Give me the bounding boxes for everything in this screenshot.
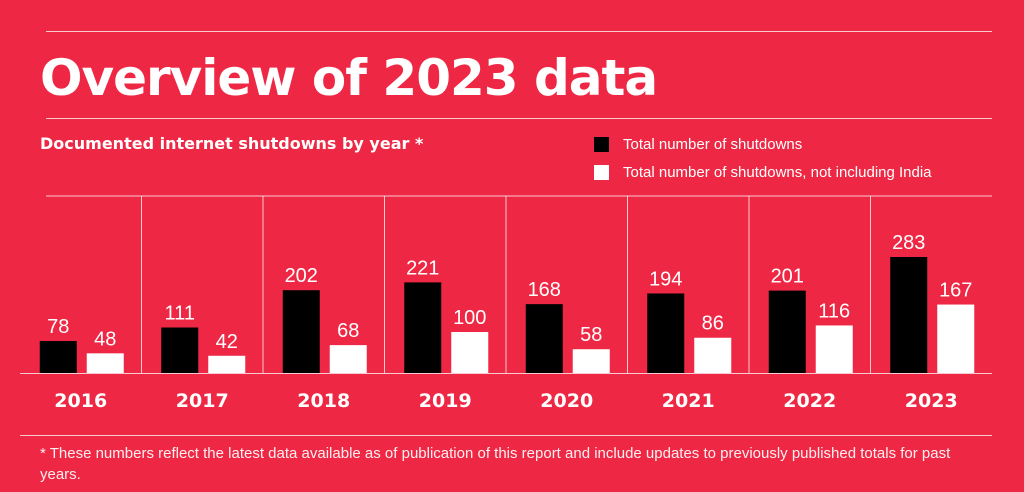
- bar-total: [525, 304, 563, 373]
- data-label: 68: [337, 320, 359, 342]
- chart-subtitle: Documented internet shutdowns by year *: [40, 134, 424, 153]
- data-label: 168: [528, 279, 561, 301]
- bar-excluding-india: [208, 355, 246, 373]
- bar-excluding-india: [694, 337, 732, 373]
- bar-excluding-india: [572, 349, 610, 373]
- data-label: 100: [453, 307, 486, 329]
- legend-label-excluding-india: Total number of shutdowns, not including…: [623, 164, 932, 181]
- data-label: 221: [406, 257, 439, 279]
- bar-excluding-india: [815, 325, 853, 373]
- x-tick-label: 2018: [297, 390, 350, 412]
- legend-label-total: Total number of shutdowns: [623, 136, 803, 153]
- data-label: 283: [892, 232, 925, 254]
- legend-swatch-white: [594, 165, 609, 180]
- top-rule: [46, 31, 992, 32]
- data-label: 58: [580, 324, 602, 346]
- footnote: * These numbers reflect the latest data …: [40, 445, 951, 483]
- x-tick-label: 2016: [54, 390, 107, 412]
- bar-total: [647, 293, 685, 373]
- bar-total: [161, 327, 199, 373]
- bar-excluding-india: [86, 353, 124, 373]
- bar-total: [404, 282, 442, 373]
- x-tick-label: 2017: [176, 390, 229, 412]
- bar-excluding-india: [451, 332, 489, 373]
- legend-item-excluding-india: Total number of shutdowns, not including…: [594, 164, 932, 181]
- title-rule: [46, 118, 992, 119]
- data-label: 201: [771, 266, 804, 288]
- bar-total: [890, 257, 928, 373]
- bar-total: [39, 341, 77, 373]
- bottom-rule: [20, 435, 992, 436]
- x-tick-label: 2023: [905, 390, 958, 412]
- data-label: 111: [165, 303, 195, 325]
- bar-excluding-india: [329, 345, 367, 373]
- page-title: Overview of 2023 data: [40, 49, 658, 107]
- data-label: 42: [216, 331, 238, 353]
- data-label: 202: [285, 265, 318, 287]
- legend-swatch-black: [594, 137, 609, 152]
- bar-total: [768, 290, 806, 373]
- data-label: 86: [702, 313, 724, 335]
- bar-excluding-india: [937, 304, 975, 373]
- x-tick-label: 2022: [783, 390, 836, 412]
- x-tick-label: 2021: [662, 390, 715, 412]
- data-label: 78: [47, 316, 69, 338]
- data-label: 48: [94, 328, 116, 350]
- x-tick-label: 2019: [419, 390, 472, 412]
- data-label: 194: [649, 268, 682, 290]
- x-tick-label: 2020: [540, 390, 593, 412]
- data-label: 167: [939, 280, 972, 302]
- data-label: 116: [818, 300, 850, 322]
- bar-total: [282, 290, 320, 373]
- legend-item-total: Total number of shutdowns: [594, 136, 802, 153]
